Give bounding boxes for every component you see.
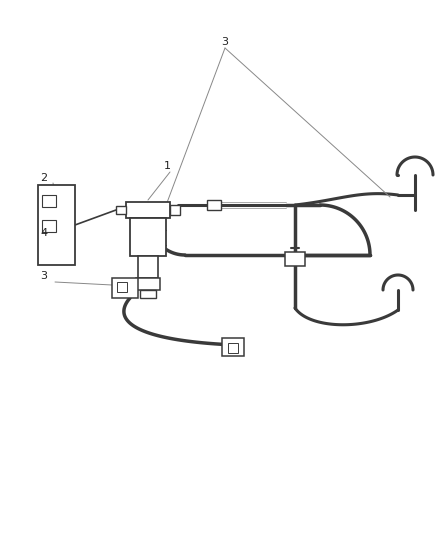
Text: 1: 1 bbox=[163, 161, 170, 171]
Bar bbox=[285, 252, 305, 266]
Text: 3: 3 bbox=[40, 271, 47, 281]
Bar bbox=[116, 206, 126, 214]
Bar bbox=[170, 205, 180, 215]
Bar bbox=[228, 343, 238, 353]
Bar bbox=[138, 256, 158, 278]
Bar bbox=[112, 278, 138, 298]
Bar bbox=[117, 282, 127, 292]
Bar bbox=[136, 278, 160, 290]
Text: 3: 3 bbox=[222, 37, 229, 47]
Bar bbox=[42, 195, 56, 207]
Bar bbox=[38, 185, 75, 265]
Bar bbox=[207, 200, 221, 210]
Bar bbox=[140, 290, 156, 298]
Bar bbox=[130, 218, 166, 256]
Bar bbox=[42, 220, 56, 232]
Text: 2: 2 bbox=[40, 173, 48, 183]
Bar bbox=[126, 202, 170, 218]
Bar bbox=[222, 338, 244, 356]
Text: 4: 4 bbox=[40, 228, 48, 238]
